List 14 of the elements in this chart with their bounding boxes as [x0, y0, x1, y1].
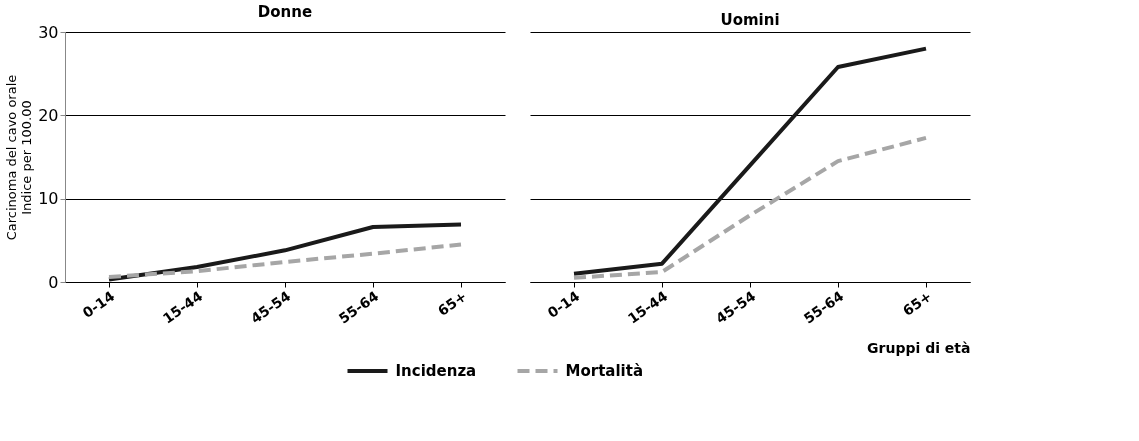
- y-tick-label: 0: [48, 272, 59, 292]
- line-series: [107, 242, 463, 279]
- x-tick-label: 65+: [899, 287, 935, 319]
- line-series: [107, 222, 463, 282]
- y-tick-label: 20: [38, 105, 59, 125]
- x-axis-title: Gruppi di età: [867, 339, 971, 356]
- y-tick-label: 30: [38, 22, 59, 42]
- chart-title: Donne: [257, 3, 313, 21]
- x-tick-label: 65+: [434, 287, 470, 319]
- chart-title: Uomini: [720, 11, 780, 29]
- legend-label: Mortalità: [565, 362, 643, 380]
- legend-label: Incidenza: [395, 362, 477, 380]
- y-axis-title: Carcinoma del cavo orale Indice per 100.00: [4, 74, 35, 241]
- y-tick-label: 10: [38, 189, 59, 209]
